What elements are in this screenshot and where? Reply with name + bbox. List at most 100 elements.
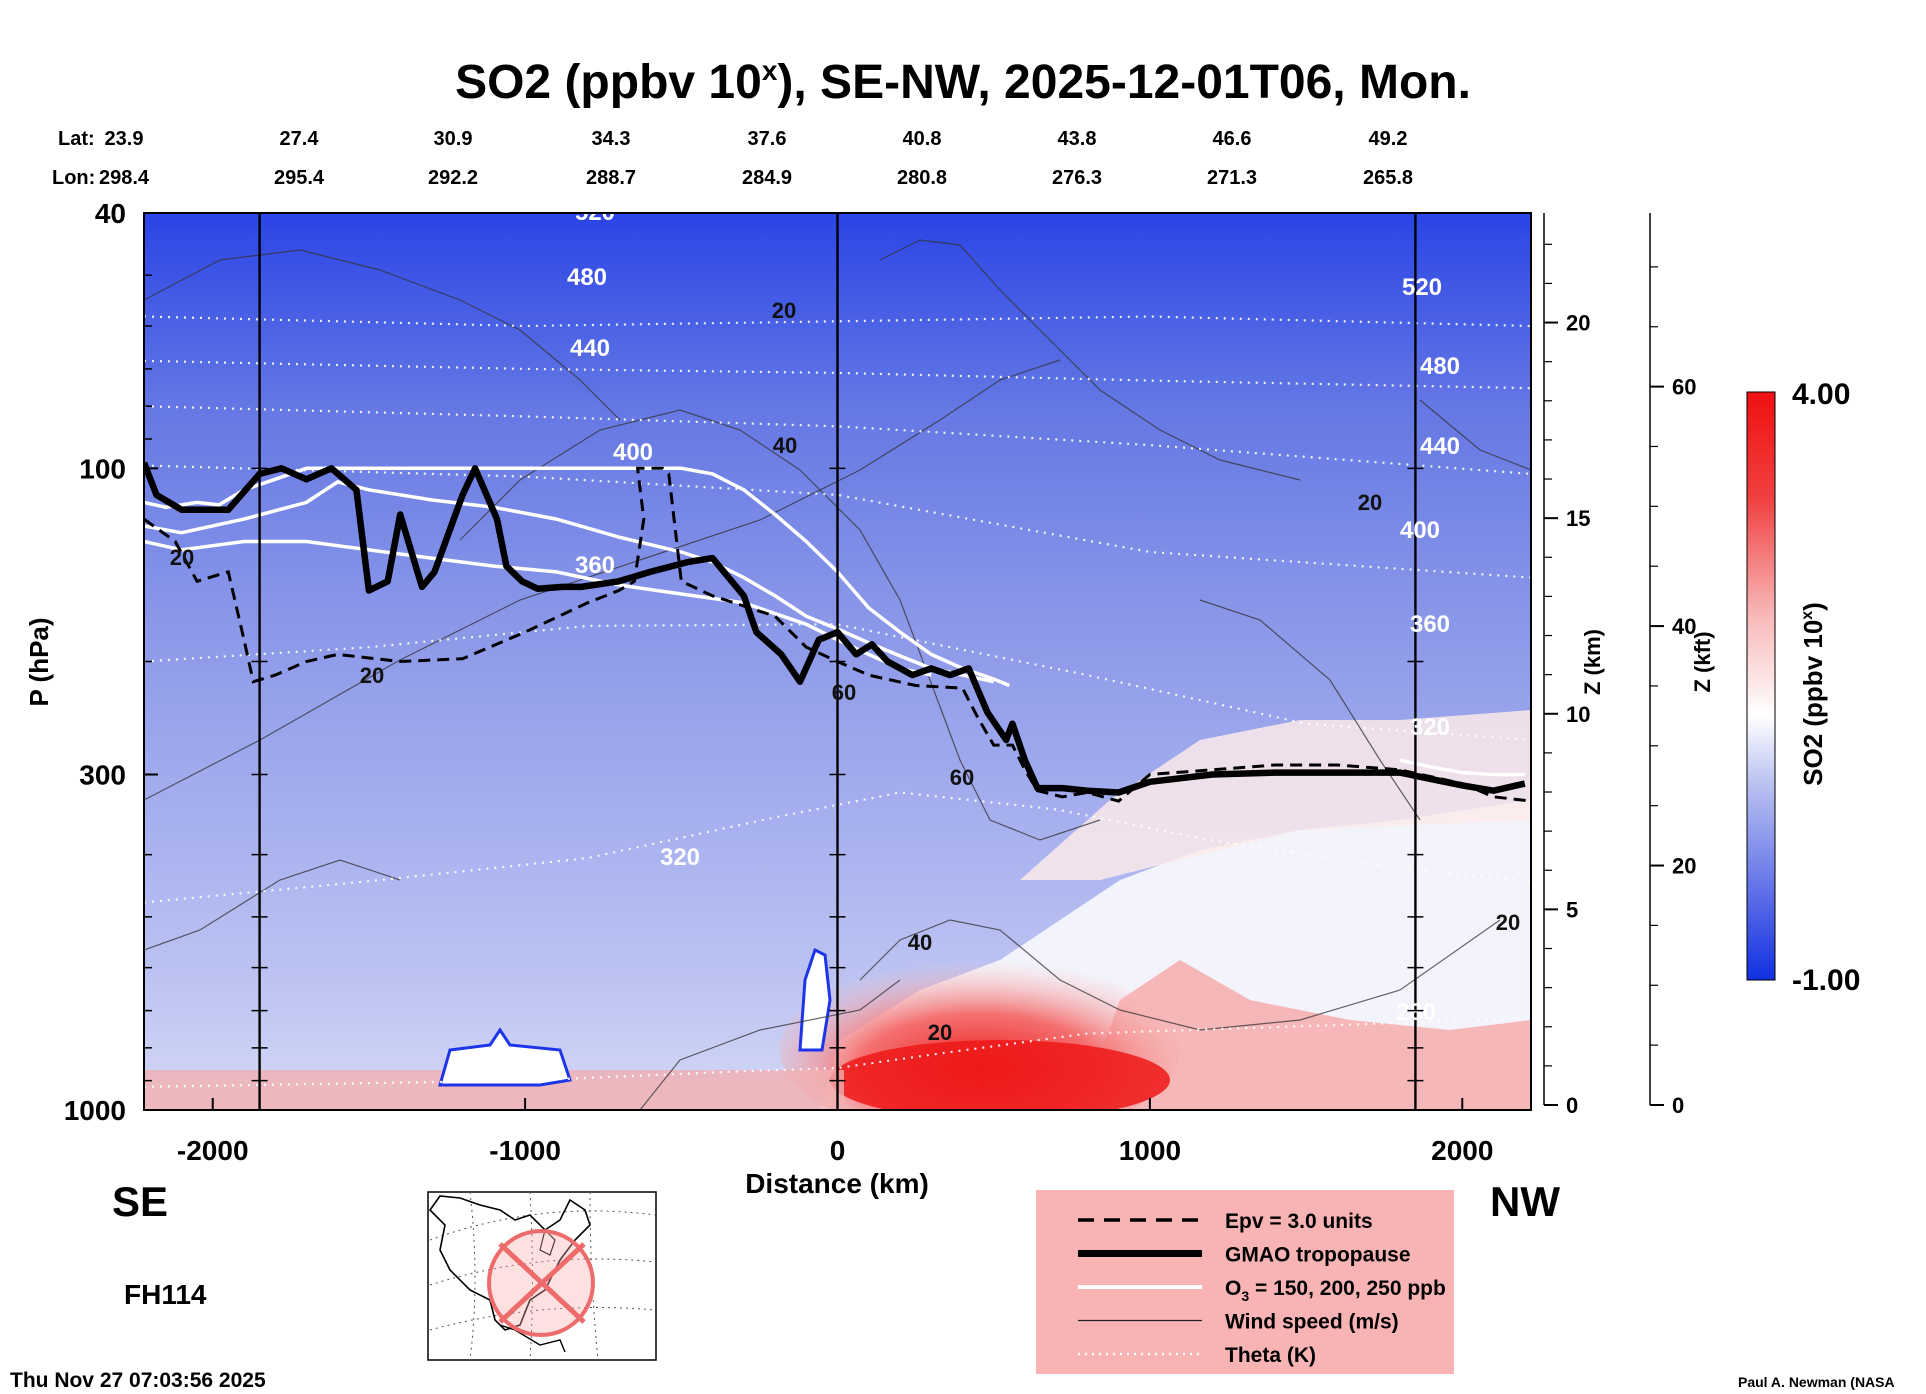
wind-speed-contour bbox=[639, 979, 901, 1110]
wind-speed-contour bbox=[1419, 399, 1531, 471]
z-km-tick-label: 10 bbox=[1566, 702, 1590, 727]
z-kft-tick-label: 20 bbox=[1672, 854, 1696, 879]
legend-label: O3 = 150, 200, 250 ppb bbox=[1225, 1277, 1446, 1304]
wind-speed-contour bbox=[459, 409, 1101, 841]
lat-value: 23.9 bbox=[105, 128, 144, 150]
lat-value: 40.8 bbox=[903, 128, 942, 150]
z-km-tick-label: 15 bbox=[1566, 506, 1590, 531]
wind-speed-contour bbox=[859, 919, 1501, 1031]
ozone-contour bbox=[144, 480, 995, 684]
wind-speed-contour bbox=[879, 239, 1301, 481]
lon-value: 298.4 bbox=[99, 167, 150, 189]
plot-area: 520 480 440 400 360 320 280 520 480 440 400 360 320 2… bbox=[144, 199, 1531, 1110]
so2-field-clear-patch-2 bbox=[798, 947, 832, 1052]
colorbar-gradient bbox=[1746, 391, 1776, 981]
timestamp-label: Thu Nov 27 07:03:56 2025 bbox=[10, 1369, 266, 1392]
legend-label: Epv = 3.0 units bbox=[1225, 1210, 1373, 1233]
wind-speed-contour bbox=[1199, 599, 1421, 821]
lon-value: 265.8 bbox=[1363, 167, 1413, 189]
wind-speed-contour bbox=[144, 859, 401, 951]
theta-label: 400 bbox=[613, 439, 653, 466]
theta-label: 320 bbox=[1410, 714, 1450, 741]
ozone-contour bbox=[1399, 758, 1525, 777]
theta-label: 480 bbox=[1420, 353, 1460, 380]
wind-speed-label: 20 bbox=[1358, 490, 1382, 515]
inset-map-caribbean bbox=[499, 1324, 566, 1353]
lon-value: 295.4 bbox=[274, 167, 325, 189]
lat-value: 49.2 bbox=[1369, 128, 1408, 150]
theta-contour bbox=[144, 623, 1531, 741]
theta-label: 480 bbox=[567, 264, 607, 291]
colorbar-label: SO2 (ppbv 10x) bbox=[1798, 602, 1828, 786]
x-tick-label: -2000 bbox=[177, 1135, 249, 1166]
lon-value: 271.3 bbox=[1207, 167, 1257, 189]
inset-map-coastline bbox=[428, 1195, 591, 1331]
theta-label: 280 bbox=[1396, 999, 1436, 1026]
theta-label: 360 bbox=[1410, 611, 1450, 638]
credit-label: Paul A. Newman (NASA bbox=[1738, 1374, 1895, 1390]
lon-value: 284.9 bbox=[742, 167, 792, 189]
left-end-label-se: SE bbox=[112, 1178, 168, 1225]
right-end-label-nw: NW bbox=[1490, 1178, 1560, 1225]
theta-label: 360 bbox=[575, 552, 615, 579]
inset-map-graticule bbox=[429, 1191, 656, 1361]
lat-value: 30.9 bbox=[434, 128, 473, 150]
wind-speed-label: 60 bbox=[950, 765, 974, 790]
epv-contour bbox=[144, 466, 1531, 803]
lat-value: 43.8 bbox=[1058, 128, 1097, 150]
tropopause-line bbox=[144, 461, 1526, 796]
lat-value: 46.6 bbox=[1213, 128, 1252, 150]
inset-map-lakes bbox=[539, 1228, 556, 1256]
z-kft-axis-label: Z (kft) bbox=[1690, 631, 1715, 692]
z-km-tick-label: 20 bbox=[1566, 311, 1590, 336]
wind-speed-label: 20 bbox=[360, 663, 384, 688]
wind-speed-label: 20 bbox=[928, 1020, 952, 1045]
legend-label: Theta (K) bbox=[1225, 1344, 1316, 1367]
wind-speed-label: 40 bbox=[908, 930, 932, 955]
x-tick-label: 2000 bbox=[1431, 1135, 1493, 1166]
so2-field-red-core bbox=[830, 1040, 1170, 1110]
latlon-row: 23.9 27.4 30.9 34.3 37.6 40.8 43.8 46.6 49.2 298.… bbox=[99, 128, 1413, 189]
y-axis-label: P (hPa) bbox=[24, 617, 54, 706]
theta-label: 320 bbox=[660, 844, 700, 871]
z-km-tick-label: 5 bbox=[1566, 897, 1578, 922]
p-tick-label: 300 bbox=[79, 759, 126, 790]
forecast-hour-label: FH114 bbox=[124, 1279, 207, 1310]
x-tick-label: 0 bbox=[830, 1135, 846, 1166]
legend-label: GMAO tropopause bbox=[1225, 1244, 1411, 1267]
lon-value: 276.3 bbox=[1052, 167, 1102, 189]
z-kft-tick-label: 40 bbox=[1672, 614, 1696, 639]
z-kft-tick-label: 60 bbox=[1672, 375, 1696, 400]
inset-map bbox=[427, 1191, 657, 1361]
wind-speed-label: 20 bbox=[170, 545, 194, 570]
p-tick-label: 40 bbox=[95, 198, 126, 229]
theta-label: 400 bbox=[1400, 517, 1440, 544]
z-kft-tick-label: 0 bbox=[1672, 1093, 1684, 1118]
x-tick-label: -1000 bbox=[489, 1135, 561, 1166]
colorbar-min-label: -1.00 bbox=[1792, 964, 1860, 997]
inset-map-frame bbox=[427, 1191, 657, 1361]
chart-title: SO2 (ppbv 10x), SE-NW, 2025-12-01T06, Mo… bbox=[455, 55, 1471, 109]
theta-label: 520 bbox=[1402, 274, 1442, 301]
x-axis-label: Distance (km) bbox=[745, 1168, 929, 1199]
lat-value: 37.6 bbox=[748, 128, 787, 150]
colorbar-max-label: 4.00 bbox=[1792, 378, 1850, 411]
p-tick-label: 100 bbox=[79, 453, 126, 484]
legend: Epv = 3.0 units GMAO tropopause O3 = 150, … bbox=[1036, 1190, 1454, 1374]
wind-speed-label: 20 bbox=[1496, 910, 1520, 935]
lat-value: 27.4 bbox=[280, 128, 320, 150]
theta-label: 440 bbox=[570, 335, 610, 362]
wind-speed-contour bbox=[144, 359, 1061, 801]
theta-label: 520 bbox=[575, 199, 615, 226]
axes: -2000 -1000 0 1000 2000 40 100 300 1000 0 5 10 15 20 0… bbox=[64, 198, 1697, 1166]
wind-speed-label: 60 bbox=[832, 680, 856, 705]
so2-field-clear-patch bbox=[438, 1027, 572, 1087]
wind-speed-label: 40 bbox=[773, 433, 797, 458]
inset-map-section-line-2 bbox=[498, 1242, 586, 1324]
wind-speed-label: 20 bbox=[772, 298, 796, 323]
so2-field-light-red-region bbox=[1080, 960, 1531, 1110]
theta-label: 440 bbox=[1420, 433, 1460, 460]
so2-field-pink-region bbox=[1020, 710, 1531, 880]
z-km-tick-label: 0 bbox=[1566, 1093, 1578, 1118]
